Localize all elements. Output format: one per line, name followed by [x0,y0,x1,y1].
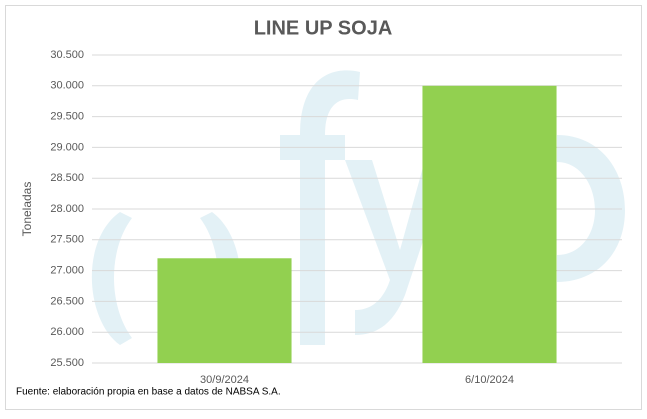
y-tick-label: 29.000 [50,141,84,153]
y-tick-label: 25.500 [50,357,84,369]
y-axis-label: Toneladas [20,182,34,237]
x-tick-label: 30/9/2024 [200,374,249,386]
bar [422,85,557,364]
source-note: Fuente: elaboración propia en base a dat… [16,387,281,398]
x-tick-label: 6/10/2024 [465,374,514,386]
y-tick-label: 30.500 [50,49,84,61]
y-tick-label: 26.500 [50,295,84,307]
y-tick-label: 28.500 [50,172,84,184]
y-tick-label: 28.000 [50,203,84,215]
y-tick-label: 29.500 [50,111,84,123]
chart-title: LINE UP SOJA [254,17,393,39]
bar [157,258,292,363]
y-tick-label: 30.000 [50,80,84,92]
y-tick-label: 26.000 [50,326,84,338]
y-tick-label: 27.000 [50,265,84,277]
y-tick-label: 27.500 [50,234,84,246]
